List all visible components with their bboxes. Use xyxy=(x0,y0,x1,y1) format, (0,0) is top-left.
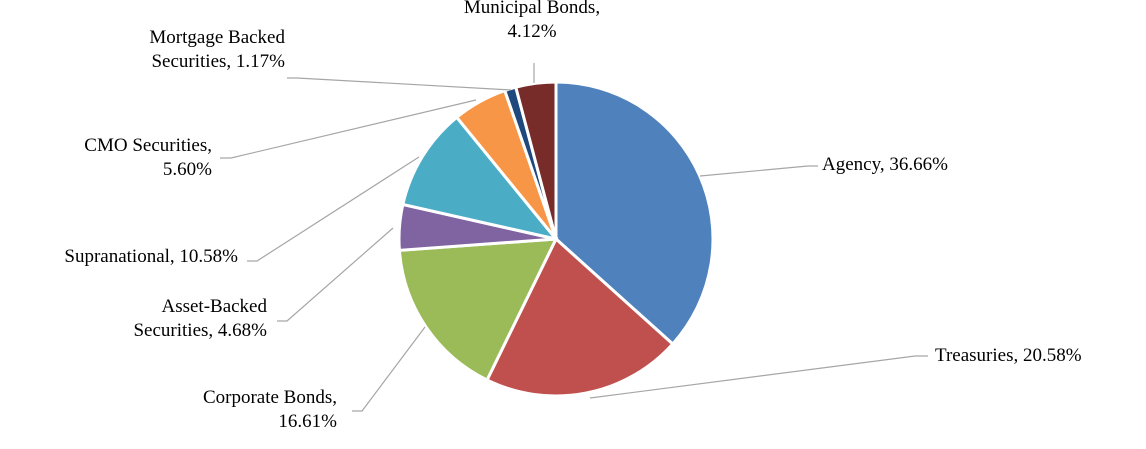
slice-corporate-bonds xyxy=(397,237,559,383)
leader-line-cmo-securities xyxy=(220,99,477,159)
label-line: Municipal Bonds, xyxy=(464,0,600,18)
leader-line-treasuries xyxy=(589,355,928,399)
slice-labels: Agency, 36.66% Treasuries, 20.58% Corporat… xyxy=(64,0,1081,432)
leader-lines xyxy=(220,63,928,412)
label-line: Treasuries, 20.58% xyxy=(935,345,1082,366)
slice-agency xyxy=(554,80,715,347)
label-line: Asset-Backed xyxy=(161,296,267,317)
label-mortgage-backed-securities: Mortgage Backed Securities, 1.17% xyxy=(149,27,285,72)
label-line: Corporate Bonds, xyxy=(203,387,337,408)
leader-line-agency xyxy=(699,165,818,177)
leader-line-mortgage-backed-securities xyxy=(287,77,512,91)
slice-treasuries xyxy=(485,236,675,398)
label-line: 4.12% xyxy=(507,21,556,42)
label-line: Agency, 36.66% xyxy=(822,154,948,175)
label-line: CMO Securities, xyxy=(84,135,212,156)
label-line: 5.60% xyxy=(163,159,212,180)
slice-municipal-bonds xyxy=(513,80,558,240)
label-treasuries: Treasuries, 20.58% xyxy=(935,345,1082,366)
slice-supranational xyxy=(401,115,560,242)
label-asset-backed-securities: Asset-Backed Securities, 4.68% xyxy=(133,296,267,341)
label-line: Mortgage Backed xyxy=(149,27,285,48)
leader-line-corporate-bonds xyxy=(352,326,426,412)
label-cmo-securities: CMO Securities, 5.60% xyxy=(84,135,212,180)
leader-line-asset-backed-securities xyxy=(277,227,394,322)
label-line: 16.61% xyxy=(278,411,337,432)
label-line: Securities, 4.68% xyxy=(133,320,267,341)
label-line: Supranational, 10.58% xyxy=(64,246,238,267)
pie-slices xyxy=(397,80,715,398)
leader-line-supranational xyxy=(247,156,420,262)
label-line: Securities, 1.17% xyxy=(151,51,285,72)
label-supranational: Supranational, 10.58% xyxy=(64,246,238,267)
label-agency: Agency, 36.66% xyxy=(822,154,948,175)
label-corporate-bonds: Corporate Bonds, 16.61% xyxy=(203,387,337,432)
label-municipal-bonds: Municipal Bonds, 4.12% xyxy=(464,0,600,42)
